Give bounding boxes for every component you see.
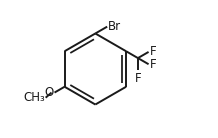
Text: F: F [150, 45, 156, 58]
Text: Br: Br [108, 20, 121, 33]
Text: O: O [45, 86, 54, 99]
Text: F: F [150, 58, 156, 71]
Text: CH₃: CH₃ [23, 91, 45, 104]
Text: F: F [135, 72, 141, 85]
